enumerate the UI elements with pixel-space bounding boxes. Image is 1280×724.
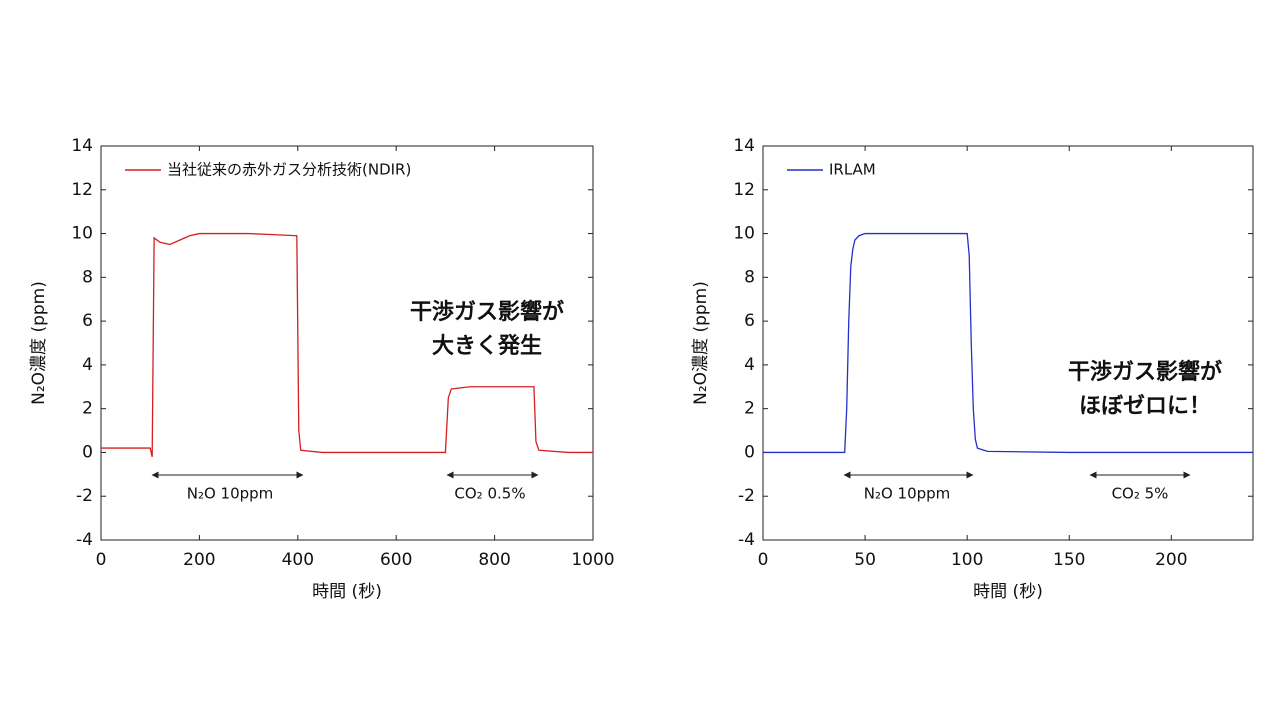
chart: -4 -2 0 2 4 6 8 10 12 14 0 200 400 600 800 1000 時間 (秒) N₂… bbox=[29, 136, 615, 602]
y-tick-label: 14 bbox=[733, 136, 755, 156]
y-tick-label: 2 bbox=[82, 399, 93, 419]
y-axis-label: N₂O濃度 (ppm) bbox=[691, 281, 711, 405]
callout: 干渉ガス影響が bbox=[1068, 359, 1222, 385]
y-tick-label: 12 bbox=[733, 180, 755, 200]
data-line bbox=[763, 232, 1253, 454]
annotation: N₂O 10ppm bbox=[187, 485, 274, 503]
y-tick-label: 4 bbox=[744, 355, 755, 375]
y-tick-label: 10 bbox=[733, 224, 755, 244]
x-tick-label: 200 bbox=[1155, 550, 1187, 570]
y-tick-label: -4 bbox=[76, 530, 93, 550]
x-tick-label: 800 bbox=[478, 550, 510, 570]
y-tick-label: 8 bbox=[82, 267, 93, 287]
annotation: CO₂ 5% bbox=[1112, 485, 1169, 503]
x-axis-label: 時間 (秒) bbox=[312, 582, 382, 602]
x-tick-label: 600 bbox=[380, 550, 412, 570]
y-tick-label: 8 bbox=[744, 267, 755, 287]
callout: 干渉ガス影響が bbox=[410, 299, 564, 325]
y-tick-label: -2 bbox=[738, 486, 755, 506]
chart: -4 -2 0 2 4 6 8 10 12 14 0 50 100 150 200 時間 (秒) N₂O濃度 (… bbox=[691, 136, 1254, 602]
x-tick-label: 50 bbox=[854, 550, 876, 570]
legend-label: 当社従来の赤外ガス分析技術(NDIR) bbox=[167, 161, 411, 179]
legend-label: IRLAM bbox=[829, 161, 876, 179]
y-tick-label: 10 bbox=[71, 224, 93, 244]
y-tick-label: -4 bbox=[738, 530, 755, 550]
y-tick-label: 4 bbox=[82, 355, 93, 375]
y-tick-label: 2 bbox=[744, 399, 755, 419]
y-tick-label: 14 bbox=[71, 136, 93, 156]
plot-frame bbox=[100, 145, 594, 541]
annotations-right: N₂O 10ppm CO₂ 5% 干渉ガス影響が ほぼゼロに！ bbox=[843, 359, 1222, 503]
y-axis-label: N₂O濃度 (ppm) bbox=[29, 281, 49, 405]
y-tick-label: 6 bbox=[744, 311, 755, 331]
annotation: N₂O 10ppm bbox=[864, 485, 951, 503]
x-tick-label: 1000 bbox=[571, 550, 614, 570]
data-line bbox=[101, 232, 593, 457]
callout: 大きく発生 bbox=[432, 334, 542, 359]
x-tick-label: 0 bbox=[96, 550, 107, 570]
x-tick-label: 400 bbox=[282, 550, 314, 570]
x-tick-label: 150 bbox=[1053, 550, 1085, 570]
x-tick-label: 100 bbox=[951, 550, 983, 570]
x-tick-label: 0 bbox=[758, 550, 769, 570]
y-tick-label: 12 bbox=[71, 180, 93, 200]
y-tick-label: 0 bbox=[744, 442, 755, 462]
annotation: CO₂ 0.5% bbox=[454, 485, 525, 503]
plot-frame bbox=[762, 145, 1254, 541]
annotations-left: N₂O 10ppm CO₂ 0.5% 干渉ガス影響が 大きく発生 bbox=[151, 299, 564, 503]
callout: ほぼゼロに！ bbox=[1079, 394, 1211, 419]
y-tick-label: -2 bbox=[76, 486, 93, 506]
y-tick-label: 6 bbox=[82, 311, 93, 331]
x-axis-label: 時間 (秒) bbox=[973, 582, 1043, 602]
y-tick-label: 0 bbox=[82, 442, 93, 462]
x-tick-label: 200 bbox=[183, 550, 215, 570]
